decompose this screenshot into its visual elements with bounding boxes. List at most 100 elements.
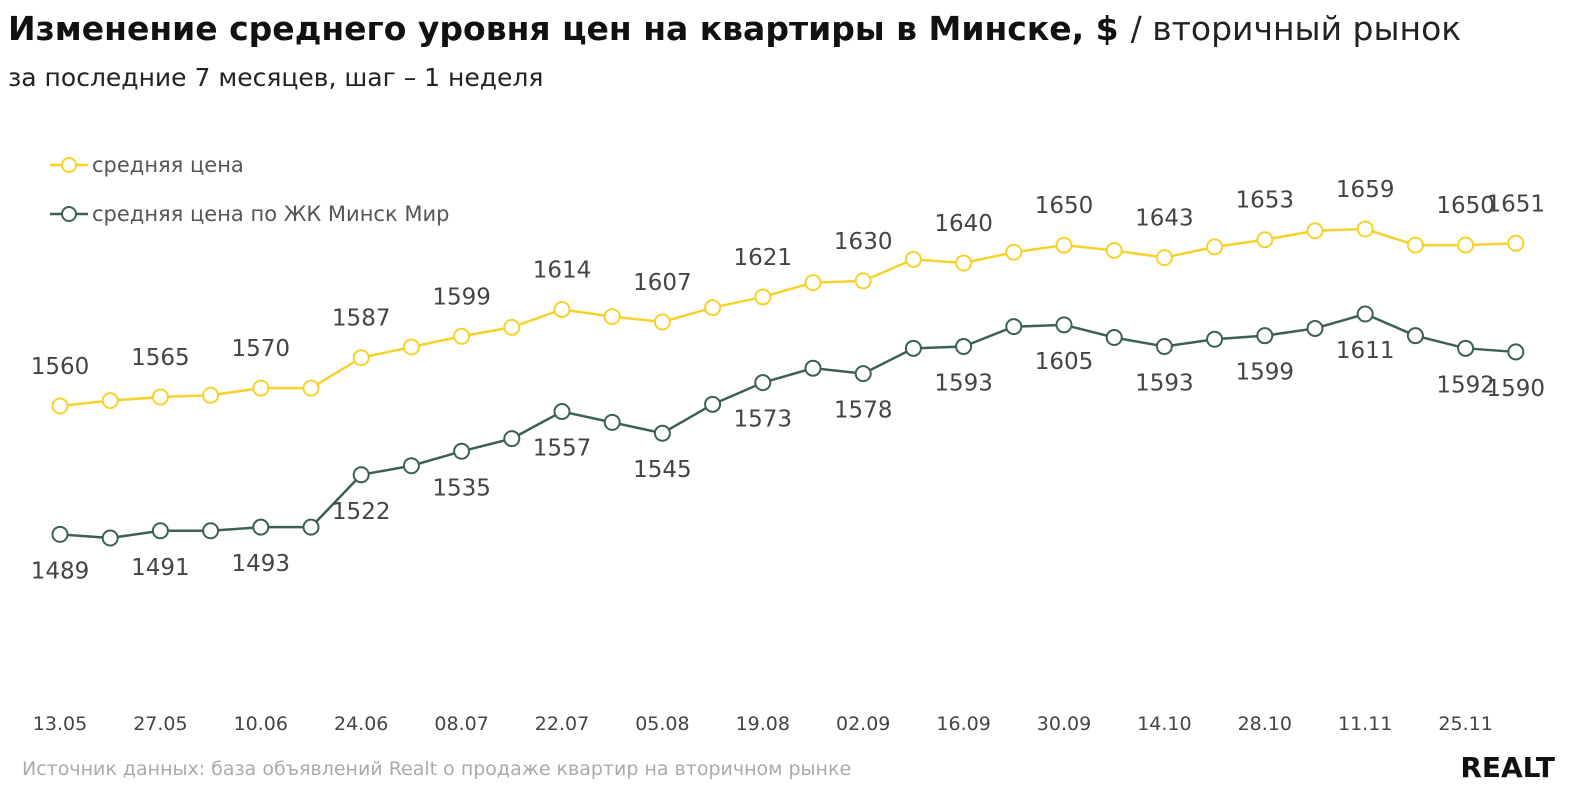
value-label: 1522 [332,499,391,525]
value-label: 1545 [633,457,692,483]
value-label: 1535 [432,475,491,501]
legend-marker [61,157,77,173]
point [302,518,320,536]
x-tick-label: 16.09 [936,713,990,735]
logo: REALT [1460,751,1555,784]
point [503,318,521,336]
point [904,250,922,268]
x-tick-label: 11.11 [1338,713,1392,735]
value-label: 1605 [1035,349,1094,375]
point [51,525,69,543]
x-tick-label: 22.07 [535,713,589,735]
x-tick-label: 02.09 [836,713,890,735]
point [653,424,671,442]
point [503,430,521,448]
value-label: 1621 [734,245,793,271]
point [151,522,169,540]
x-tick-label: 14.10 [1137,713,1191,735]
x-tick-label: 19.08 [736,713,790,735]
point [1155,249,1173,267]
value-label: 1651 [1487,191,1546,217]
point [453,327,471,345]
value-label: 1593 [1135,371,1194,397]
point [1356,220,1374,238]
value-label: 1489 [31,558,90,584]
point [1005,318,1023,336]
x-tick-label: 10.06 [234,713,288,735]
point [754,374,772,392]
value-label: 1599 [432,284,491,310]
point [1105,241,1123,259]
value-label: 1491 [131,555,190,581]
point [1206,330,1224,348]
point [553,403,571,421]
point [1356,305,1374,323]
subtitle: за последние 7 месяцев, шаг – 1 неделя [8,63,543,92]
value-label: 1590 [1487,376,1546,402]
point [1306,319,1324,337]
legend-label: средняя цена по ЖК Минск Мир [92,202,449,226]
value-label: 1493 [232,551,291,577]
x-tick-label: 05.08 [635,713,689,735]
value-label: 1560 [31,354,90,380]
point [202,386,220,404]
point [1105,328,1123,346]
value-label: 1653 [1236,188,1295,214]
point [704,395,722,413]
value-label: 1599 [1236,360,1295,386]
value-label: 1611 [1336,338,1395,364]
point [603,413,621,431]
point [1256,327,1274,345]
value-label: 1578 [834,398,893,424]
point [252,379,270,397]
point [553,300,571,318]
point [1055,236,1073,254]
value-label: 1592 [1436,372,1495,398]
point [1507,343,1525,361]
source: Источник данных: база объявлений Realt о… [22,758,851,780]
point [252,518,270,536]
point [101,392,119,410]
value-label: 1659 [1336,177,1395,203]
value-label: 1614 [533,257,592,283]
point [202,522,220,540]
point [51,397,69,415]
point [804,274,822,292]
value-label: 1630 [834,229,893,255]
x-tick-label: 28.10 [1238,713,1292,735]
title-suffix: / вторичный рынок [1131,9,1462,48]
point [1155,338,1173,356]
point [402,457,420,475]
point [1406,327,1424,345]
point [804,359,822,377]
legend-label: средняя цена [92,153,244,177]
x-tick-label: 24.06 [334,713,388,735]
point [603,308,621,326]
legend-marker [61,206,77,222]
x-tick-label: 08.07 [434,713,488,735]
point [854,365,872,383]
x-tick-label: 13.05 [33,713,87,735]
point [1055,316,1073,334]
value-label: 1587 [332,306,391,332]
point [904,339,922,357]
value-label: 1650 [1035,193,1094,219]
x-tick-label: 25.11 [1438,713,1492,735]
title-main: Изменение среднего уровня цен на квартир… [8,9,1119,48]
point [1256,231,1274,249]
value-label: 1557 [533,436,592,462]
point [453,442,471,460]
point [302,379,320,397]
point [1306,222,1324,240]
point [1206,238,1224,256]
point [402,338,420,356]
point [854,272,872,290]
point [955,338,973,356]
point [352,466,370,484]
value-label: 1607 [633,270,692,296]
point [151,388,169,406]
value-label: 1570 [232,336,291,362]
point [1457,236,1475,254]
